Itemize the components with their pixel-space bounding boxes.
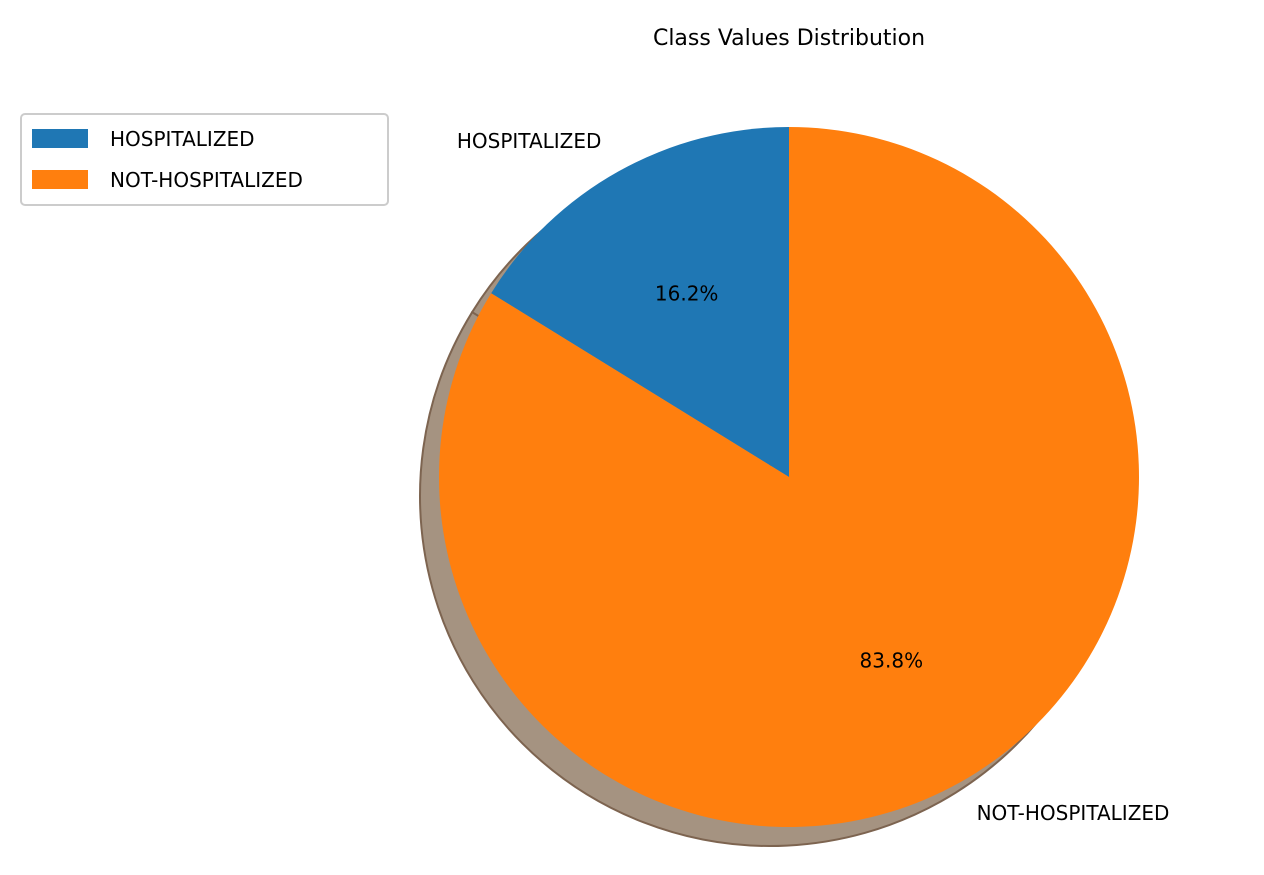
pie-category-label-not-hospitalized: NOT-HOSPITALIZED	[977, 801, 1170, 825]
legend: HOSPITALIZED NOT-HOSPITALIZED	[20, 113, 389, 206]
pie-slice-hospitalized	[491, 127, 789, 477]
pie-pct-label-hospitalized: 16.2%	[655, 282, 719, 306]
legend-label-not-hospitalized: NOT-HOSPITALIZED	[110, 168, 303, 192]
legend-label-hospitalized: HOSPITALIZED	[110, 127, 255, 151]
pie-labels: 16.2% HOSPITALIZED 83.8% NOT-HOSPITALIZED	[457, 129, 1170, 825]
legend-swatch-not-hospitalized	[32, 170, 88, 189]
chart-title: Class Values Distribution	[653, 26, 925, 51]
pie-pct-label-not-hospitalized: 83.8%	[860, 648, 924, 672]
pie-slices	[439, 127, 1140, 827]
pie-category-label-hospitalized: HOSPITALIZED	[457, 129, 602, 153]
legend-swatch-hospitalized	[32, 129, 88, 148]
legend-frame	[20, 113, 389, 206]
pie-slice-not-hospitalized	[439, 127, 1140, 827]
